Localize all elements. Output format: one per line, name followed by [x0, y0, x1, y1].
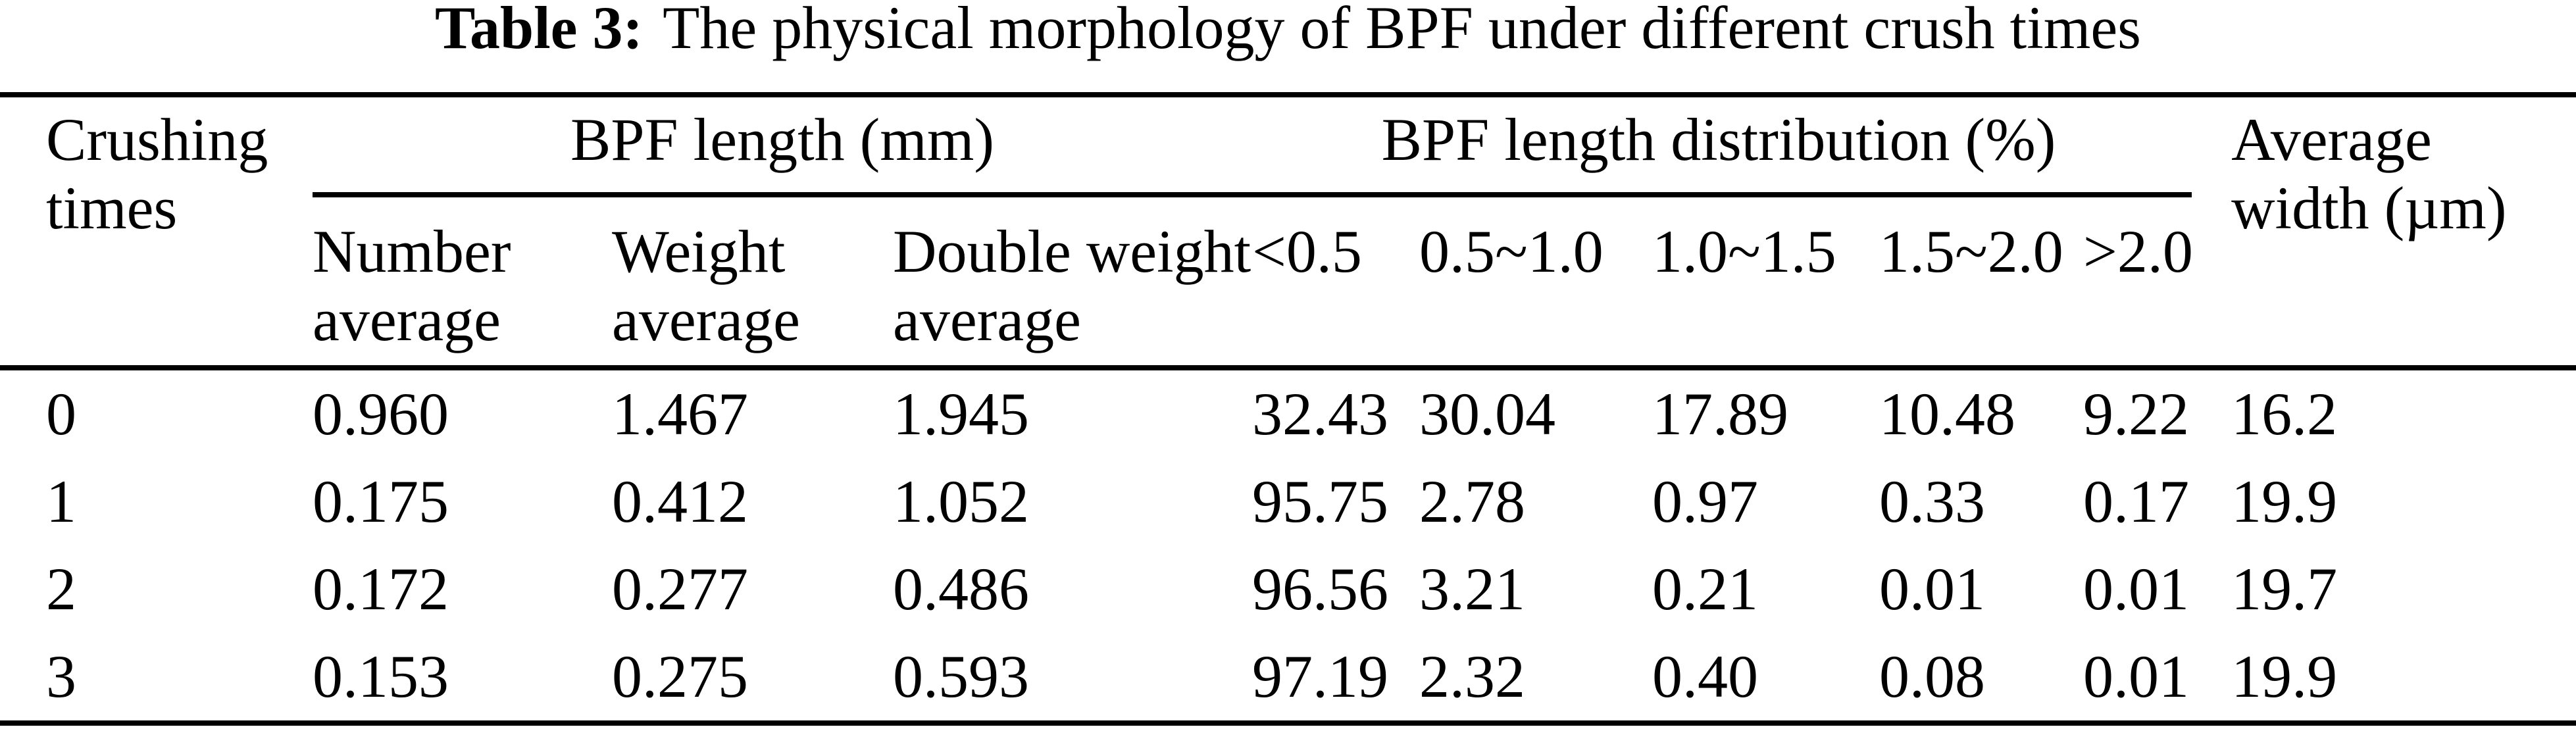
- table-cell: 19.7: [2231, 555, 2338, 622]
- header-number-average: Number average: [313, 197, 612, 370]
- table-cell: 0.593: [893, 633, 1253, 726]
- table-row: 3 0.153 0.275 0.593 97.19 2.32 0.40 0.08…: [0, 633, 2576, 726]
- row-label: 2: [46, 555, 76, 622]
- table-cell: 1.052: [893, 468, 1029, 535]
- header-dist-lt-0-5: <0.5: [1252, 197, 1420, 370]
- row-label: 0: [46, 380, 76, 447]
- header-dist-1-5-2-0: 1.5~2.0: [1879, 197, 2084, 370]
- table-cell: 0.08: [1879, 633, 2084, 726]
- table-cell: 96.56: [1252, 555, 1389, 622]
- table-cell: 17.89: [1652, 380, 1789, 447]
- table-row: 1 0.175 0.412 1.052 95.75 2.78 0.97 0.33…: [0, 458, 2576, 545]
- header-group-length-distribution: BPF length distribution (%): [1252, 97, 2231, 197]
- header-crushing-line2: times: [46, 174, 178, 241]
- header-dist-gt-2-0: >2.0: [2083, 197, 2232, 370]
- header-group-bpf-length: BPF length (mm): [313, 97, 1253, 197]
- row-label: 3: [0, 633, 313, 726]
- table-row: 0 0.960 1.467 1.945 32.43 30.04 17.89 10…: [0, 370, 2576, 458]
- table-cell: 0.412: [612, 468, 748, 535]
- table-cell: 0.01: [2083, 633, 2232, 726]
- table-cell: 0.175: [313, 468, 449, 535]
- table-cell: 30.04: [1419, 380, 1556, 447]
- table-cell: 0.01: [1879, 555, 1986, 622]
- table-cell: 0.40: [1652, 633, 1880, 726]
- table-cell: 2.32: [1419, 633, 1653, 726]
- table-cell: 0.277: [612, 555, 748, 622]
- table-cell: 0.33: [1879, 468, 1986, 535]
- table-cell: 32.43: [1252, 380, 1389, 447]
- header-crushing-times: Crushing times: [0, 97, 313, 370]
- table-cell: 0.960: [313, 380, 449, 447]
- header-average-width-line2: width (µm): [2231, 174, 2507, 241]
- header-dist-1-0-1-5: 1.0~1.5: [1652, 197, 1880, 370]
- table-cell: 10.48: [1879, 380, 2016, 447]
- table-cell: 9.22: [2083, 380, 2190, 447]
- table-cell: 1.467: [612, 380, 748, 447]
- header-double-weight-average: Double weight average: [893, 197, 1253, 370]
- table-cell: 0.97: [1652, 468, 1759, 535]
- table-cell: 0.153: [313, 633, 612, 726]
- table-cell: 97.19: [1252, 633, 1420, 726]
- table-cell: 1.945: [893, 380, 1029, 447]
- row-label: 1: [46, 468, 76, 535]
- table-caption-label: Table 3:: [435, 0, 644, 61]
- table-cell: 0.21: [1652, 555, 1759, 622]
- table-cell: 0.275: [612, 633, 893, 726]
- table-row: 2 0.172 0.277 0.486 96.56 3.21 0.21 0.01…: [0, 545, 2576, 633]
- table-cell: 19.9: [2231, 633, 2576, 726]
- table-caption: Table 3: The physical morphology of BPF u…: [0, 0, 2576, 58]
- header-crushing-line1: Crushing: [46, 106, 268, 173]
- table-cell: 0.486: [893, 555, 1029, 622]
- table-caption-text: The physical morphology of BPF under dif…: [663, 0, 2141, 61]
- header-average-width-line1: Average: [2231, 106, 2432, 173]
- table-cell: 0.172: [313, 555, 449, 622]
- table-cell: 0.01: [2083, 555, 2190, 622]
- table-cell: 0.17: [2083, 468, 2190, 535]
- table-cell: 19.9: [2231, 468, 2338, 535]
- table-cell: 95.75: [1252, 468, 1389, 535]
- header-average-width: Average width (µm): [2231, 97, 2576, 370]
- morphology-table: Crushing times BPF length (mm) BPF lengt…: [0, 92, 2576, 726]
- header-weight-average: Weight average: [612, 197, 893, 370]
- header-dist-0-5-1-0: 0.5~1.0: [1419, 197, 1653, 370]
- table-cell: 2.78: [1419, 468, 1526, 535]
- table-cell: 3.21: [1419, 555, 1526, 622]
- table-cell: 16.2: [2231, 380, 2338, 447]
